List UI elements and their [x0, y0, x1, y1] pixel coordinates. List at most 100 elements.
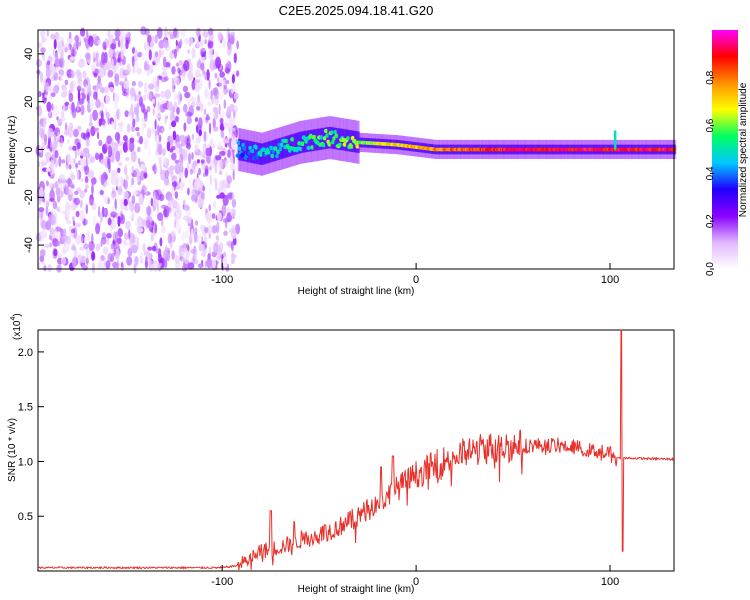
noise-cell	[56, 230, 61, 241]
noise-cell	[91, 183, 94, 196]
noise-cell	[113, 231, 116, 242]
noise-cell	[207, 253, 211, 260]
noise-cell	[92, 214, 96, 226]
noise-cell	[130, 150, 137, 163]
noise-cell	[107, 217, 112, 226]
signal-band-cell	[244, 140, 247, 162]
noise-cell	[104, 173, 108, 181]
noise-cell	[135, 127, 140, 132]
figure-title: C2E5.2025.094.18.41.G20	[279, 3, 434, 18]
noise-cell	[182, 85, 189, 93]
noise-cell	[220, 130, 225, 139]
noise-cell	[190, 96, 197, 103]
noise-cell	[49, 242, 52, 248]
noise-cell	[131, 55, 135, 68]
noise-cell	[76, 100, 80, 112]
snr-y-tick-label: 0.5	[18, 511, 33, 523]
signal-band-cell	[335, 127, 338, 150]
noise-cell	[38, 207, 45, 213]
spectrogram-y-tick-label: 0	[23, 146, 35, 152]
noise-cell	[124, 110, 129, 118]
noise-cell	[64, 79, 69, 86]
signal-core-cell	[319, 135, 324, 140]
snr-x-tick-label: -100	[211, 576, 233, 588]
noise-cell	[59, 58, 64, 66]
noise-cell	[61, 110, 65, 119]
noise-cell	[194, 258, 199, 265]
noise-cell	[231, 130, 237, 139]
noise-cell	[208, 204, 211, 212]
noise-cell	[45, 156, 50, 163]
noise-cell	[77, 60, 84, 68]
noise-cell	[112, 261, 118, 269]
colorbar-gradient	[712, 30, 738, 269]
snr-y-ticks: 0.5 1.0 1.5 2.0	[18, 347, 44, 523]
colorbar-tick-label: 0.8	[705, 70, 716, 84]
noise-cell	[182, 148, 188, 161]
noise-cell	[43, 264, 47, 272]
noise-cell	[128, 110, 133, 116]
noise-cell	[171, 152, 177, 161]
noise-cell	[230, 36, 235, 45]
noise-cell	[61, 159, 66, 164]
noise-cell	[95, 152, 100, 160]
noise-cell	[183, 59, 190, 72]
noise-cell	[114, 198, 117, 209]
noise-cell	[46, 29, 49, 37]
snr-y-tick-label: 2.0	[18, 347, 33, 359]
noise-cell	[163, 26, 168, 38]
noise-cell	[222, 256, 228, 268]
noise-cell	[187, 49, 190, 54]
noise-cell	[206, 257, 213, 269]
noise-cell	[152, 107, 155, 116]
noise-cell	[147, 246, 153, 251]
noise-cell	[111, 205, 115, 211]
noise-cell	[204, 165, 209, 175]
noise-cell	[46, 60, 51, 66]
noise-cell	[59, 209, 65, 214]
noise-cell	[116, 109, 119, 120]
noise-cell	[232, 116, 237, 121]
noise-cell	[198, 117, 203, 130]
noise-cell	[212, 126, 219, 132]
noise-cell	[85, 128, 90, 140]
noise-cell	[110, 211, 117, 218]
noise-cell	[136, 176, 140, 183]
noise-cell	[107, 117, 110, 125]
noise-cell	[168, 124, 172, 131]
noise-cell	[175, 224, 182, 231]
snr-multiplier-exp: 4	[10, 317, 17, 321]
noise-cell	[184, 135, 188, 145]
noise-cell	[79, 246, 85, 251]
noise-cell	[118, 124, 124, 132]
noise-cell	[102, 65, 106, 73]
noise-cell	[178, 144, 183, 154]
noise-cell	[73, 197, 80, 206]
noise-cell	[179, 38, 183, 46]
noise-cell	[139, 170, 145, 181]
noise-cell	[119, 199, 124, 204]
noise-cell	[207, 224, 213, 235]
noise-cell	[156, 107, 161, 119]
noise-cell	[137, 255, 144, 263]
noise-cell	[119, 214, 125, 225]
noise-cell	[212, 117, 216, 129]
noise-cell	[113, 65, 117, 74]
noise-cell	[198, 73, 205, 78]
noise-cell	[143, 138, 149, 150]
noise-cell	[215, 235, 219, 241]
noise-cell	[123, 44, 126, 53]
noise-cell	[173, 101, 177, 109]
noise-cell	[79, 199, 83, 209]
noise-cell	[200, 49, 203, 57]
spectrogram-x-label: Height of straight line (km)	[298, 286, 415, 297]
noise-cell	[75, 222, 82, 228]
noise-cell	[131, 80, 136, 87]
noise-cell	[56, 195, 61, 203]
noise-cell	[131, 165, 134, 174]
noise-cell	[150, 210, 154, 217]
noise-cell	[174, 220, 177, 229]
noise-cell	[153, 166, 159, 174]
noise-cell	[205, 208, 208, 214]
signal-core-cell	[250, 148, 255, 154]
